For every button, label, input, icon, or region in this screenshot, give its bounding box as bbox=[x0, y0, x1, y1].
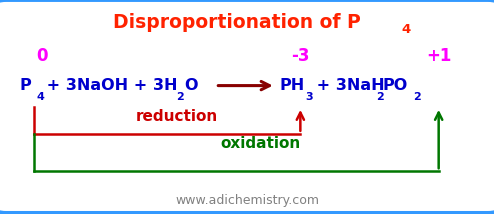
Text: 2: 2 bbox=[176, 92, 184, 102]
Text: 2: 2 bbox=[413, 92, 421, 102]
Text: oxidation: oxidation bbox=[221, 136, 301, 151]
Text: 2: 2 bbox=[376, 92, 384, 102]
Text: 0: 0 bbox=[36, 47, 48, 65]
Text: 3: 3 bbox=[305, 92, 313, 102]
Text: 4: 4 bbox=[36, 92, 44, 102]
Text: -3: -3 bbox=[291, 47, 310, 65]
Text: +1: +1 bbox=[426, 47, 452, 65]
Text: + 3NaH: + 3NaH bbox=[311, 78, 385, 93]
Text: www.adichemistry.com: www.adichemistry.com bbox=[175, 194, 319, 207]
Text: P: P bbox=[20, 78, 32, 93]
Text: PO: PO bbox=[382, 78, 408, 93]
Text: reduction: reduction bbox=[136, 108, 218, 124]
Text: O: O bbox=[184, 78, 197, 93]
Text: PH: PH bbox=[280, 78, 305, 93]
Text: + 3NaOH + 3H: + 3NaOH + 3H bbox=[41, 78, 177, 93]
Text: Disproportionation of P: Disproportionation of P bbox=[113, 13, 361, 32]
Text: 4: 4 bbox=[402, 23, 411, 36]
